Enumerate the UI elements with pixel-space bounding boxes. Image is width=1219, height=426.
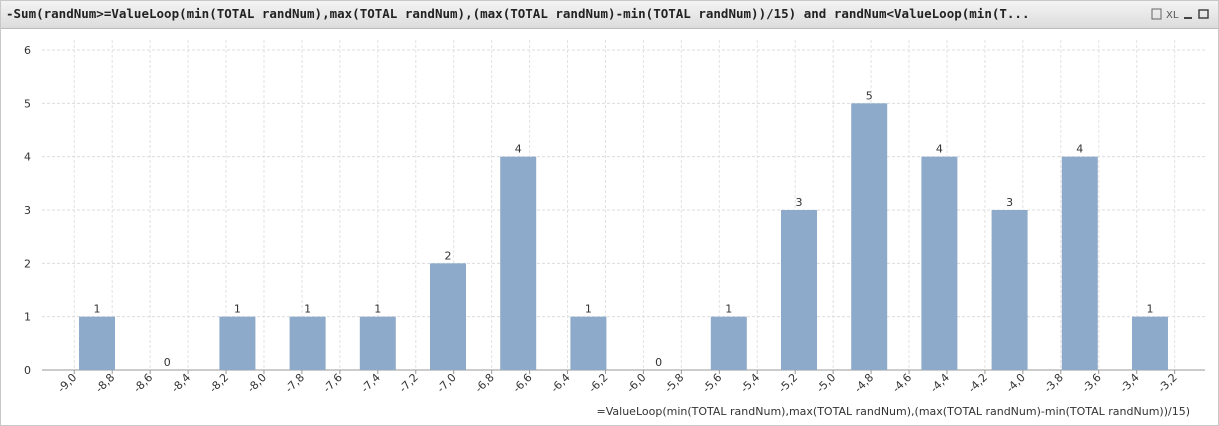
caption-bar [1, 1, 1218, 28]
data-label: 3 [795, 196, 802, 209]
bar [1131, 316, 1168, 370]
data-label: 3 [1006, 196, 1013, 209]
bar [359, 316, 396, 370]
bar [710, 316, 747, 370]
data-label: 5 [866, 89, 873, 102]
bar [570, 316, 607, 370]
bar [79, 316, 116, 370]
data-label: 1 [234, 303, 241, 316]
y-tick-label: 3 [24, 204, 31, 217]
maximize-icon[interactable] [1198, 9, 1209, 19]
bar [1061, 156, 1098, 370]
bar [289, 316, 326, 370]
bar [780, 210, 817, 370]
bar [851, 103, 888, 370]
data-label: 1 [374, 303, 381, 316]
data-label: 4 [515, 143, 522, 156]
data-label: 0 [655, 356, 662, 369]
y-tick-label: 2 [24, 257, 31, 270]
data-label: 1 [304, 303, 311, 316]
y-tick-label: 5 [24, 97, 31, 110]
data-label: 2 [445, 249, 452, 262]
y-tick-label: 0 [24, 364, 31, 377]
data-label: 0 [164, 356, 171, 369]
y-tick-label: 1 [24, 311, 31, 324]
chart-title: -Sum(randNum>=ValueLoop(min(TOTAL randNu… [6, 6, 1030, 21]
print-icon[interactable] [1151, 8, 1162, 20]
excel-icon[interactable]: XL [1166, 10, 1179, 21]
bar [921, 156, 958, 370]
data-label: 4 [1076, 143, 1083, 156]
data-label: 1 [725, 303, 732, 316]
data-label: 4 [936, 143, 943, 156]
y-tick-label: 4 [24, 151, 31, 164]
bar [219, 316, 256, 370]
data-label: 1 [1146, 303, 1153, 316]
bar [430, 263, 467, 370]
y-tick-label: 6 [24, 44, 31, 57]
bar [500, 156, 537, 370]
bar [991, 210, 1028, 370]
x-axis-title: =ValueLoop(min(TOTAL randNum),max(TOTAL … [597, 405, 1190, 418]
data-label: 1 [585, 303, 592, 316]
data-label: 1 [94, 303, 101, 316]
